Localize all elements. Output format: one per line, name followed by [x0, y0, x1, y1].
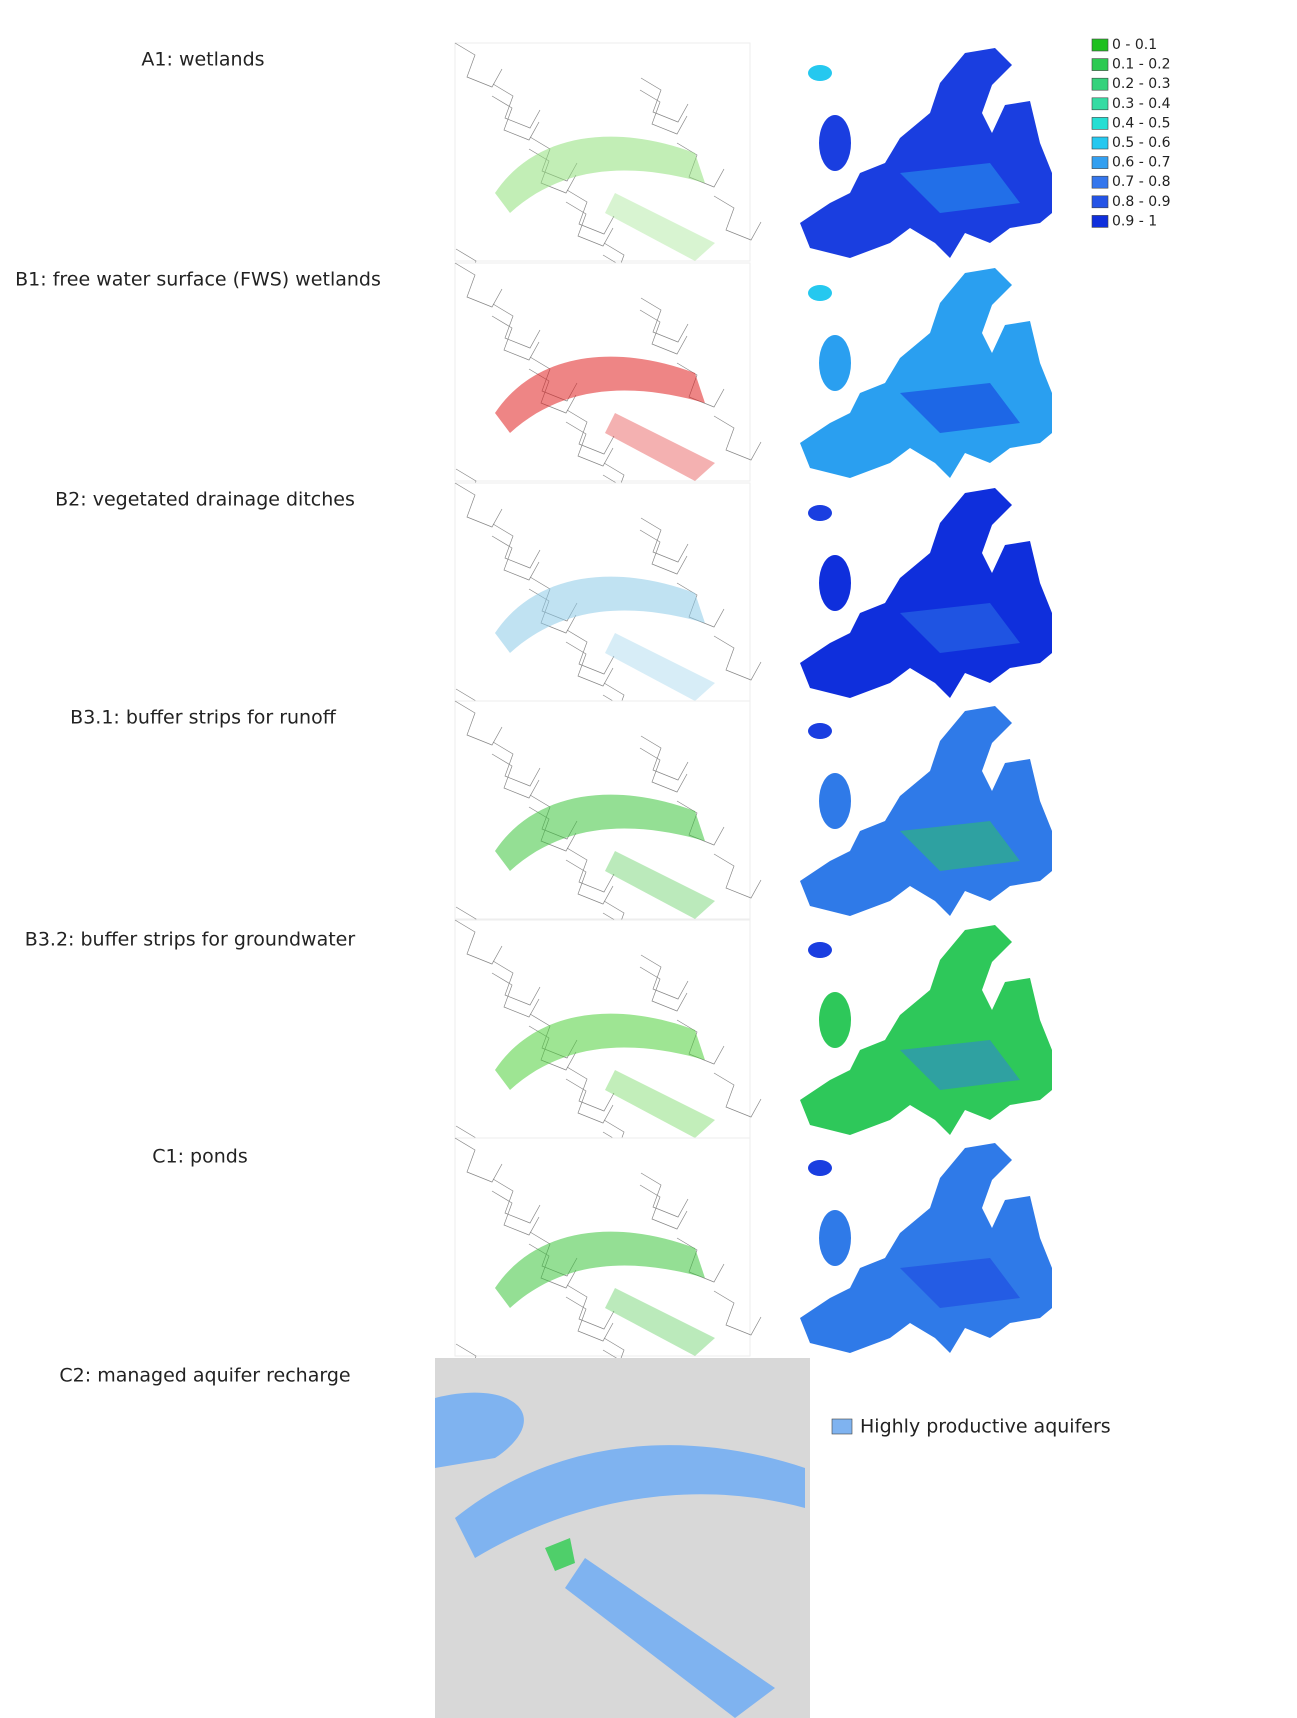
row-label: B3.1: buffer strips for runoff	[70, 707, 337, 729]
great-britain	[819, 992, 851, 1048]
great-britain	[819, 1210, 851, 1266]
iceland	[808, 1160, 832, 1176]
legend-label: 0.1 - 0.2	[1112, 57, 1170, 73]
legend-swatch	[1092, 157, 1108, 169]
legend-label: 0.7 - 0.8	[1112, 174, 1170, 190]
europe-map	[800, 48, 1052, 258]
legend-label: 0 - 0.1	[1112, 37, 1157, 53]
legend-label: 0.4 - 0.5	[1112, 115, 1170, 131]
legend-swatch	[1092, 215, 1108, 227]
regional-map	[455, 701, 761, 957]
row-label: A1: wetlands	[141, 49, 264, 71]
iceland	[808, 942, 832, 958]
europe-map	[800, 925, 1052, 1135]
legend-label: 0.6 - 0.7	[1112, 155, 1170, 171]
iceland	[808, 65, 832, 81]
row-label: C2: managed aquifer recharge	[59, 1365, 350, 1387]
legend-label: 0.3 - 0.4	[1112, 96, 1171, 112]
great-britain	[819, 115, 851, 171]
legend-swatch	[1092, 59, 1108, 71]
iceland	[808, 285, 832, 301]
legend-swatch	[1092, 98, 1108, 110]
figure-canvas: A1: wetlands B1: free water surface (FWS)…	[0, 0, 1297, 1718]
legend-swatch	[1092, 196, 1108, 208]
legend-label: 0.8 - 0.9	[1112, 194, 1170, 210]
iceland	[808, 505, 832, 521]
legend-label: 0.2 - 0.3	[1112, 76, 1170, 92]
europe-map	[800, 488, 1052, 698]
europe-map	[800, 1143, 1052, 1353]
row-label: B3.2: buffer strips for groundwater	[25, 929, 356, 951]
legend-label: 0.9 - 1	[1112, 213, 1157, 229]
regional-map	[455, 43, 761, 299]
legend-swatch	[1092, 39, 1108, 51]
row-label: C1: ponds	[152, 1146, 247, 1168]
great-britain	[819, 555, 851, 611]
aquifer-label: Highly productive aquifers	[860, 1416, 1111, 1438]
row-label: B1: free water surface (FWS) wetlands	[15, 269, 381, 291]
row-label: B2: vegetated drainage ditches	[55, 489, 355, 511]
europe-map	[800, 268, 1052, 478]
legend-swatch	[1092, 137, 1108, 149]
great-britain	[819, 773, 851, 829]
regional-map	[455, 1138, 761, 1394]
iceland	[808, 723, 832, 739]
legend-swatch	[1092, 78, 1108, 90]
legend-swatch	[1092, 176, 1108, 188]
europe-map	[800, 706, 1052, 916]
legend-label: 0.5 - 0.6	[1112, 135, 1171, 151]
great-britain	[819, 335, 851, 391]
figure: A1: wetlands B1: free water surface (FWS)…	[0, 0, 1297, 1718]
legend-swatch	[1092, 117, 1108, 129]
aquifer-swatch	[832, 1419, 852, 1434]
aquifer-map	[435, 1358, 810, 1718]
regional-map	[455, 263, 761, 519]
